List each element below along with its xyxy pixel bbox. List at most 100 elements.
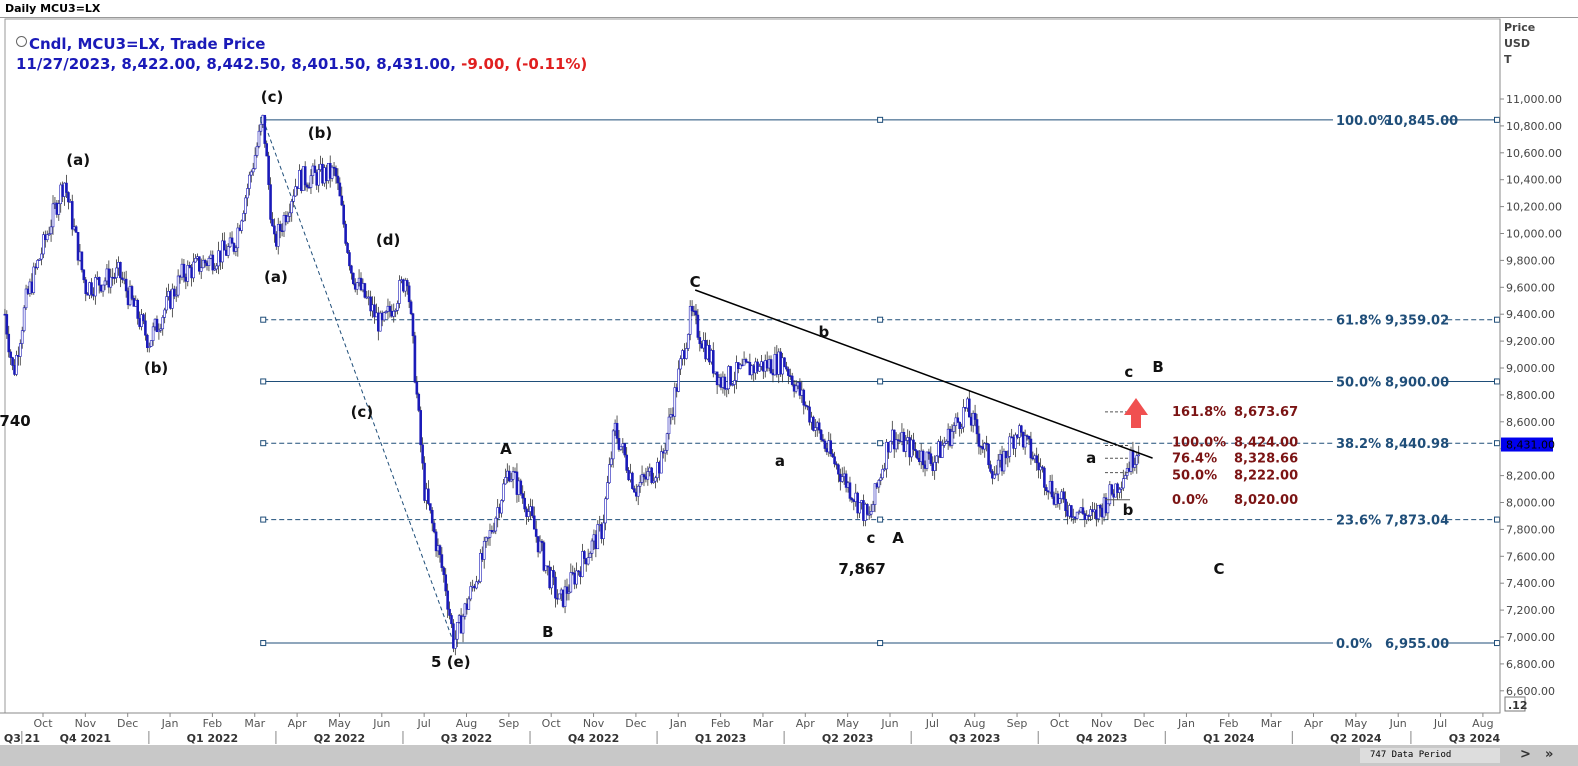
up-arrow-icon — [1124, 398, 1148, 428]
y-tick-label: 6,600.00 — [1506, 685, 1555, 698]
trendline — [694, 289, 1153, 459]
candle — [80, 251, 84, 271]
last-price-label: 8,431.00 — [1506, 439, 1555, 452]
candle — [419, 410, 422, 446]
candle — [952, 425, 956, 432]
candle — [186, 265, 190, 282]
candle — [382, 312, 386, 321]
candle — [452, 623, 455, 649]
candle — [996, 459, 1000, 475]
wave-label: A — [500, 440, 512, 458]
candle — [806, 405, 809, 408]
candle — [619, 446, 623, 450]
candle — [636, 485, 640, 497]
x-tick-label: Jan — [1177, 717, 1195, 730]
candle — [276, 224, 280, 247]
x-tick-label: Jan — [161, 717, 179, 730]
candle — [588, 553, 592, 558]
candle — [265, 143, 268, 157]
candle — [1041, 466, 1044, 469]
candle — [844, 473, 848, 488]
projection-percent: 76.4% — [1172, 451, 1217, 466]
candle — [488, 530, 492, 538]
candle — [226, 246, 230, 256]
candle — [867, 513, 871, 516]
fib-handle — [877, 440, 884, 447]
wave-label: c — [866, 529, 875, 547]
candle — [660, 451, 663, 474]
legend-series: Cndl, MCU3=LX, Trade Price — [29, 35, 266, 53]
candle — [101, 284, 105, 292]
candle — [523, 497, 526, 510]
candle — [363, 283, 367, 298]
candle — [1085, 515, 1089, 520]
candle — [642, 474, 646, 478]
candle — [47, 233, 51, 236]
y-tick-label: 7,400.00 — [1506, 577, 1555, 590]
candle — [950, 431, 954, 446]
candle — [894, 439, 898, 450]
scroll-end-button[interactable]: » — [1545, 747, 1554, 762]
candle — [201, 259, 205, 269]
fib-handle — [877, 316, 884, 323]
candle — [151, 326, 155, 341]
y-tick-label: 7,000.00 — [1506, 631, 1555, 644]
legend-change: -9.00, (-0.11%) — [461, 55, 588, 73]
candle — [500, 500, 503, 514]
scroll-bar[interactable]: 747 Data Period > » — [0, 745, 1578, 766]
candle — [232, 243, 236, 252]
candle — [542, 542, 546, 571]
candle — [22, 307, 26, 331]
candle — [11, 357, 14, 366]
candle — [606, 482, 609, 500]
candle — [484, 537, 488, 542]
projection-percent: 161.8% — [1172, 405, 1226, 420]
candle — [57, 203, 61, 215]
candle — [858, 502, 861, 514]
candle — [257, 130, 261, 147]
candle — [1004, 450, 1008, 459]
candle — [983, 443, 987, 450]
x-tick-label: Nov — [1091, 717, 1113, 730]
candle — [340, 195, 344, 206]
candle — [544, 565, 548, 571]
candle — [1045, 487, 1048, 492]
corner-label: .12 — [1508, 699, 1528, 712]
candle — [1023, 435, 1027, 448]
candle — [935, 455, 938, 463]
candle — [993, 474, 996, 479]
projection-value: 8,328.66 — [1234, 451, 1298, 466]
fib-handle — [260, 640, 267, 647]
legend-ohlc: 11/27/2023, 8,422.00, 8,442.50, 8,401.50… — [16, 55, 462, 73]
candle — [271, 219, 274, 227]
candle — [94, 277, 97, 297]
candle — [835, 463, 838, 466]
candle — [115, 267, 118, 279]
candle — [194, 258, 197, 263]
candle — [583, 551, 586, 559]
candle — [479, 553, 482, 582]
candle — [783, 357, 786, 368]
wave-label: b — [819, 323, 830, 341]
candle — [1019, 425, 1023, 433]
candle — [230, 237, 234, 244]
candle — [149, 340, 153, 347]
candle — [378, 312, 382, 332]
data-period: 747 Data Period — [1360, 748, 1500, 763]
x-tick-label: Oct — [1050, 717, 1070, 730]
candle — [394, 310, 397, 312]
candle — [278, 224, 282, 231]
quarter-label: Q4 2022 — [568, 732, 619, 745]
candle — [725, 388, 729, 391]
candle — [1077, 511, 1081, 514]
candle — [1027, 435, 1031, 440]
scroll-next-button[interactable]: > — [1520, 747, 1531, 762]
candle — [255, 146, 259, 156]
quarter-label: Q1 2024 — [1203, 732, 1255, 745]
y-tick-label: 7,600.00 — [1506, 550, 1555, 563]
candle — [292, 195, 295, 202]
y-tick-label: 9,400.00 — [1506, 308, 1555, 321]
quarter-label: Q3 2024 — [1449, 732, 1501, 745]
candle — [203, 259, 207, 264]
